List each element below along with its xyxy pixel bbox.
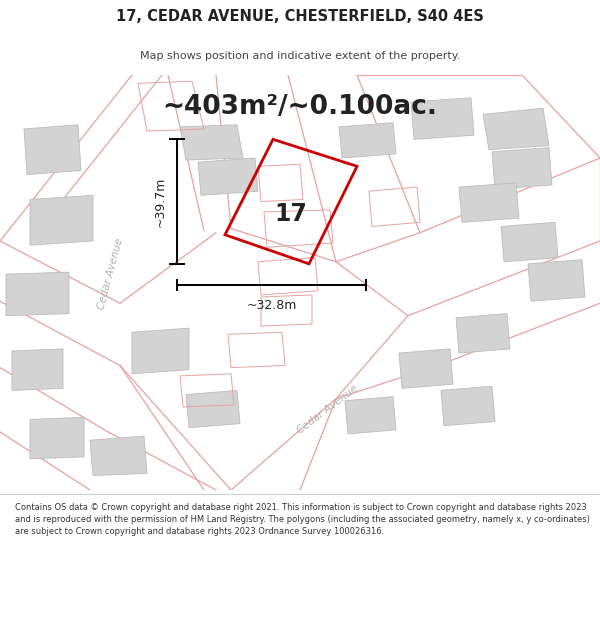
Polygon shape xyxy=(90,436,147,476)
Polygon shape xyxy=(501,222,558,262)
Text: Cedar Avenue: Cedar Avenue xyxy=(97,238,125,311)
Polygon shape xyxy=(30,418,84,459)
Polygon shape xyxy=(345,397,396,434)
Polygon shape xyxy=(186,391,240,428)
Polygon shape xyxy=(441,386,495,426)
Polygon shape xyxy=(12,349,63,391)
Text: ~39.7m: ~39.7m xyxy=(153,176,166,227)
Text: Map shows position and indicative extent of the property.: Map shows position and indicative extent… xyxy=(140,51,460,61)
Polygon shape xyxy=(399,349,453,388)
Polygon shape xyxy=(483,108,549,150)
Text: 17: 17 xyxy=(275,201,307,226)
Polygon shape xyxy=(132,328,189,374)
Polygon shape xyxy=(459,183,519,222)
Text: Contains OS data © Crown copyright and database right 2021. This information is : Contains OS data © Crown copyright and d… xyxy=(15,504,590,536)
Polygon shape xyxy=(411,98,474,139)
Polygon shape xyxy=(456,314,510,353)
Polygon shape xyxy=(339,122,396,158)
Polygon shape xyxy=(180,125,243,160)
Text: ~32.8m: ~32.8m xyxy=(247,299,296,312)
Polygon shape xyxy=(492,148,552,189)
Polygon shape xyxy=(24,125,81,174)
Polygon shape xyxy=(528,259,585,301)
Polygon shape xyxy=(30,196,93,245)
Text: ~403m²/~0.100ac.: ~403m²/~0.100ac. xyxy=(163,94,437,119)
Text: Cedar Avenue: Cedar Avenue xyxy=(295,383,359,435)
Polygon shape xyxy=(6,272,69,316)
Polygon shape xyxy=(198,158,258,196)
Text: 17, CEDAR AVENUE, CHESTERFIELD, S40 4ES: 17, CEDAR AVENUE, CHESTERFIELD, S40 4ES xyxy=(116,9,484,24)
